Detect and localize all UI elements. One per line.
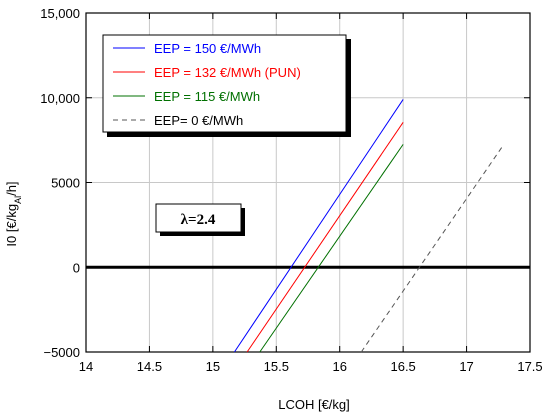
annotation-box: λ=2.4 [155, 203, 245, 236]
legend-label: EEP = 115 €/MWh [154, 89, 260, 104]
x-tick-label: 16 [332, 359, 346, 374]
y-axis-label: I0 [€/kgAl/h] [4, 181, 23, 246]
annotation-lambda: λ=2.4 [181, 212, 216, 228]
x-tick-labels: 14 14.5 15 15.5 16 16.5 17 17.5 [79, 359, 543, 374]
y-axis-label-main: I0 [€/kg [4, 204, 19, 247]
legend-label: EEP = 150 €/MWh [154, 41, 261, 56]
y-tick-labels: −5000 0 5000 10,000 15,000 [40, 6, 80, 360]
x-axis-label: LCOH [€/kg] [278, 397, 350, 412]
series-line [360, 146, 503, 353]
x-tick-label: 17 [459, 359, 473, 374]
x-tick-label: 14.5 [137, 359, 162, 374]
y-tick-label: 0 [73, 260, 80, 275]
series-lines [234, 99, 503, 353]
x-tick-label: 14 [79, 359, 93, 374]
x-tick-label: 15 [206, 359, 220, 374]
x-tick-label: 16.5 [390, 359, 415, 374]
legend: EEP = 150 €/MWh EEP = 132 €/MWh (PUN) EEP … [102, 34, 351, 137]
x-tick-label: 15.5 [264, 359, 289, 374]
y-tick-label: 10,000 [40, 91, 80, 106]
legend-label: EEP = 132 €/MWh (PUN) [154, 65, 301, 80]
series-line [234, 99, 404, 353]
y-tick-label: −5000 [43, 345, 80, 360]
x-tick-label: 17.5 [517, 359, 542, 374]
series-line [259, 144, 404, 353]
y-tick-label: 5000 [51, 176, 80, 191]
y-tick-label: 15,000 [40, 6, 80, 21]
legend-label: EEP= 0 €/MWh [154, 113, 243, 128]
y-axis-label-tail: /h] [4, 181, 19, 195]
y-axis-label-sub: Al [13, 196, 23, 204]
series-line [246, 122, 404, 353]
axis-ticks [85, 12, 531, 353]
legend-items: EEP = 150 €/MWh EEP = 132 €/MWh (PUN) EEP … [113, 41, 301, 128]
